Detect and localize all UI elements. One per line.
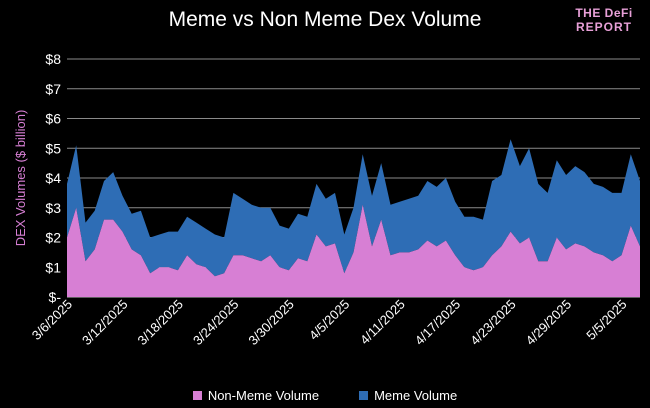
x-tick-label: 4/29/2025: [523, 297, 575, 349]
logo-line-2: REPORT: [575, 20, 632, 34]
x-tick-label: 3/30/2025: [245, 297, 297, 349]
y-tick-label: $1: [45, 259, 61, 275]
x-tick-label: 3/24/2025: [190, 297, 242, 349]
legend-label-non-meme: Non-Meme Volume: [207, 388, 320, 403]
y-tick-label: $4: [45, 170, 61, 186]
y-tick-label: $3: [45, 200, 61, 216]
x-tick-label: 3/18/2025: [135, 297, 187, 349]
x-tick-label: 3/12/2025: [79, 297, 131, 349]
y-tick-label: $7: [45, 81, 61, 97]
y-tick-labels: $- $1 $2 $3 $4 $5 $6 $7 $8: [45, 51, 61, 305]
legend-swatch-meme: [359, 391, 369, 400]
area-series: [67, 139, 640, 297]
x-tick-label: 5/5/2025: [583, 297, 629, 343]
y-tick-label: $8: [45, 51, 61, 67]
chart-title: Meme vs Non Meme Dex Volume: [168, 8, 482, 31]
x-tick-label: 4/5/2025: [306, 297, 352, 343]
x-tick-label: 4/23/2025: [467, 297, 519, 349]
legend-label-meme: Meme Volume: [374, 388, 458, 403]
legend: Non-Meme Volume Meme Volume: [0, 388, 650, 403]
legend-item-non-meme: Non-Meme Volume: [192, 388, 320, 403]
meme-area: [67, 139, 640, 277]
brand-logo: THE DeFi REPORT: [566, 6, 642, 34]
x-tick-label: 4/17/2025: [412, 297, 464, 349]
non-meme-area: [67, 204, 640, 297]
legend-item-meme: Meme Volume: [359, 388, 457, 403]
y-axis-label: DEX Volumes ($ billion): [13, 110, 28, 247]
y-tick-label: $-: [49, 289, 62, 305]
legend-swatch-non-meme: [192, 391, 202, 400]
x-tick-label: 4/11/2025: [357, 297, 408, 348]
x-tick-labels: 3/6/2025 3/12/2025 3/18/2025 3/24/2025 3/30/…: [29, 297, 630, 349]
y-tick-label: $5: [45, 140, 61, 156]
y-tick-label: $2: [45, 230, 61, 246]
logo-line-1: THE DeFi: [575, 6, 633, 20]
y-tick-label: $6: [45, 111, 61, 127]
